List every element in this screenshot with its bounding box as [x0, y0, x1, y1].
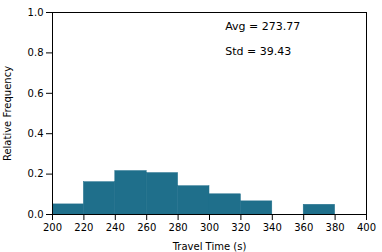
- svg-text:0.8: 0.8: [28, 47, 44, 58]
- svg-text:380: 380: [326, 222, 345, 233]
- svg-text:400: 400: [357, 222, 376, 233]
- svg-text:Travel Time (s): Travel Time (s): [172, 241, 247, 252]
- svg-text:360: 360: [294, 222, 313, 233]
- svg-text:1.0: 1.0: [28, 7, 44, 18]
- svg-text:220: 220: [74, 222, 93, 233]
- svg-text:260: 260: [137, 222, 156, 233]
- svg-text:Avg = 273.77: Avg = 273.77: [225, 20, 300, 33]
- svg-text:0.2: 0.2: [28, 168, 44, 179]
- svg-text:0.6: 0.6: [28, 88, 44, 99]
- svg-text:280: 280: [169, 222, 188, 233]
- svg-text:Std = 39.43: Std = 39.43: [225, 45, 291, 58]
- svg-text:0.4: 0.4: [28, 128, 44, 139]
- svg-text:200: 200: [43, 222, 62, 233]
- svg-text:320: 320: [231, 222, 250, 233]
- svg-text:340: 340: [263, 222, 282, 233]
- svg-text:0.0: 0.0: [28, 209, 44, 220]
- svg-text:Relative Frequency: Relative Frequency: [2, 66, 13, 161]
- svg-text:240: 240: [106, 222, 125, 233]
- svg-text:300: 300: [200, 222, 219, 233]
